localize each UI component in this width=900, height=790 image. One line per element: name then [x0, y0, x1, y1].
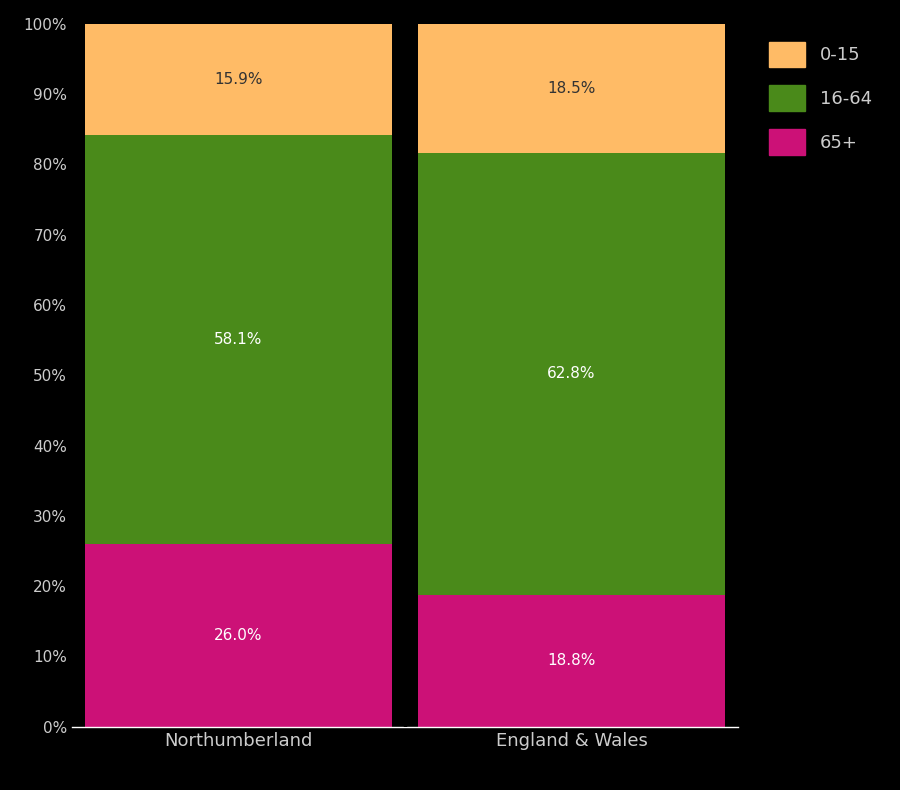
- Legend: 0-15, 16-64, 65+: 0-15, 16-64, 65+: [760, 32, 881, 164]
- Bar: [418, 23, 724, 153]
- Bar: [86, 24, 392, 136]
- Text: 26.0%: 26.0%: [214, 628, 263, 643]
- Text: 18.8%: 18.8%: [547, 653, 596, 668]
- Bar: [418, 153, 724, 595]
- Text: 62.8%: 62.8%: [547, 367, 596, 382]
- Text: 15.9%: 15.9%: [214, 72, 263, 87]
- Text: 18.5%: 18.5%: [547, 81, 596, 96]
- Bar: [86, 136, 392, 544]
- Bar: [86, 544, 392, 727]
- Bar: [418, 595, 724, 727]
- Text: 58.1%: 58.1%: [214, 333, 263, 348]
